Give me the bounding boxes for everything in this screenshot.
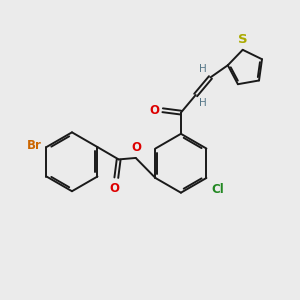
Text: O: O <box>110 182 120 195</box>
Text: Cl: Cl <box>211 183 224 196</box>
Text: H: H <box>199 98 207 108</box>
Text: S: S <box>238 33 247 46</box>
Text: O: O <box>149 104 159 117</box>
Text: O: O <box>131 141 141 154</box>
Text: Br: Br <box>27 139 42 152</box>
Text: H: H <box>199 64 207 74</box>
